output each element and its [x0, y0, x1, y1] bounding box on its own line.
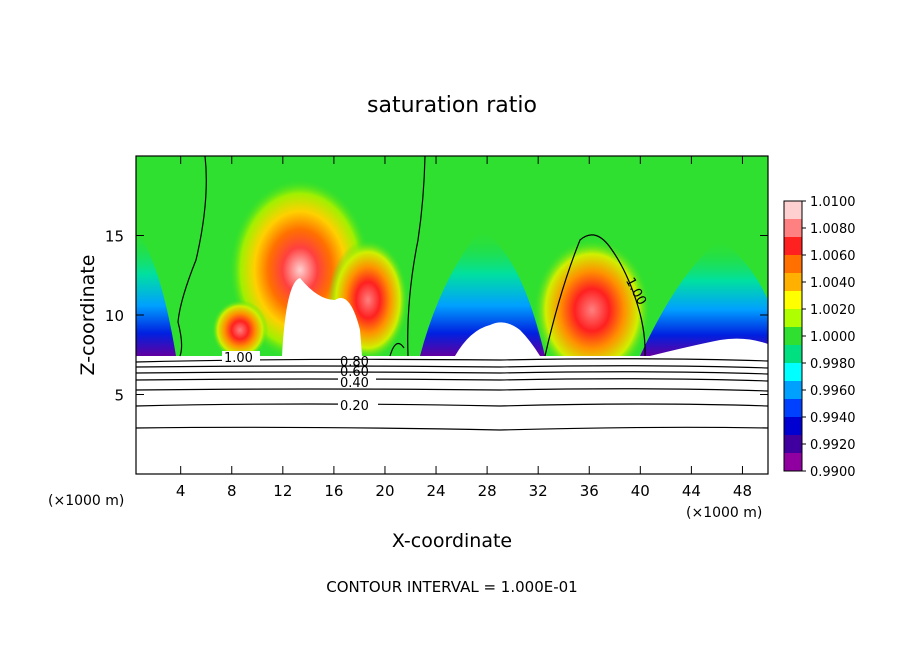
- contour-label: 1.00: [224, 351, 253, 366]
- x-tick-label: 24: [426, 482, 445, 500]
- colorbar-label: 0.9940: [810, 411, 856, 426]
- blue-band-right: [640, 240, 768, 356]
- blue-band-mid: [420, 230, 545, 356]
- colorbar-label: 0.9980: [810, 357, 856, 372]
- x-tick-label: 28: [478, 482, 497, 500]
- colorbar-swatch: [784, 435, 802, 454]
- plot-field: 1.00 0.80 0.60 0.40 0.20 1.00: [136, 156, 768, 474]
- colorbar-label: 0.9920: [810, 438, 856, 453]
- colorbar-swatch: [784, 309, 802, 328]
- contour-label: 0.40: [340, 376, 369, 391]
- x-tick-label: 20: [375, 482, 394, 500]
- contour-line: [544, 234, 646, 357]
- white-region-right: [455, 322, 540, 356]
- y-tick-label: 10: [105, 307, 124, 325]
- plume-peak: [212, 300, 268, 360]
- contour-line: [136, 426, 768, 431]
- contour-label: 0.80: [340, 355, 369, 370]
- contour-line: [136, 403, 768, 407]
- contour-line: [389, 342, 405, 357]
- x-tick-label: 16: [324, 482, 343, 500]
- contour-line: [136, 371, 768, 375]
- contour-line: [136, 378, 768, 382]
- colorbar-label: 1.0000: [810, 330, 856, 345]
- chart-title: saturation ratio: [367, 93, 537, 118]
- blue-band-left: [136, 230, 176, 356]
- colorbar-swatch: [784, 327, 802, 346]
- x-tick-label: 36: [580, 482, 599, 500]
- x-tick-label: 32: [529, 482, 548, 500]
- plume-peak: [534, 240, 650, 380]
- contour-line: [136, 388, 768, 392]
- colorbar: [784, 201, 802, 472]
- contour-line: [136, 365, 768, 369]
- x-unit-left: (×1000 m): [48, 493, 124, 509]
- colorbar-label: 0.9960: [810, 384, 856, 399]
- white-region-far: [650, 338, 768, 356]
- colorbar-label: 1.0060: [810, 249, 856, 264]
- colorbar-label: 0.9900: [810, 465, 856, 480]
- colorbar-swatch: [784, 219, 802, 238]
- colorbar-label: 1.0040: [810, 276, 856, 291]
- colorbar-swatch: [784, 399, 802, 418]
- colorbar-swatch: [784, 273, 802, 292]
- contour-line: [407, 156, 426, 357]
- colorbar-swatch: [784, 453, 802, 472]
- colorbar-swatch: [784, 201, 802, 220]
- colorbar-swatch: [784, 255, 802, 274]
- colorbar-swatch: [784, 363, 802, 382]
- x-unit-right: (×1000 m): [686, 505, 762, 521]
- contour-line: [177, 156, 207, 357]
- colorbar-swatch: [784, 345, 802, 364]
- x-tick-label: 4: [176, 482, 186, 500]
- x-tick-label: 40: [631, 482, 650, 500]
- colorbar-swatch: [784, 291, 802, 310]
- x-tick-label: 44: [682, 482, 701, 500]
- white-core: [282, 278, 362, 356]
- colorbar-swatch: [784, 417, 802, 436]
- x-tick-label: 48: [733, 482, 752, 500]
- y-tick-label: 5: [114, 387, 124, 405]
- colorbar-label: 1.0080: [810, 222, 856, 237]
- y-axis: 5 10 15: [105, 228, 768, 405]
- colorbar-label: 1.0100: [810, 195, 856, 210]
- colorbar-labels: 1.0100 1.0080 1.0060 1.0040 1.0020 1.0000 0.99…: [802, 195, 856, 480]
- colorbar-swatch: [784, 237, 802, 256]
- contour-label: 0.20: [340, 399, 369, 414]
- contour-interval-note: CONTOUR INTERVAL = 1.000E-01: [326, 578, 577, 596]
- x-axis: 4 8 12 16 20 24 28 32 36 40 44 48: [176, 156, 752, 500]
- lower-region: [136, 356, 768, 474]
- x-tick-label: 8: [227, 482, 237, 500]
- colorbar-label: 1.0020: [810, 303, 856, 318]
- x-tick-label: 12: [273, 482, 292, 500]
- colorbar-swatch: [784, 381, 802, 400]
- y-tick-label: 15: [105, 228, 124, 246]
- x-axis-title: X-coordinate: [392, 530, 512, 552]
- y-axis-title: Z-coordinate: [77, 255, 99, 376]
